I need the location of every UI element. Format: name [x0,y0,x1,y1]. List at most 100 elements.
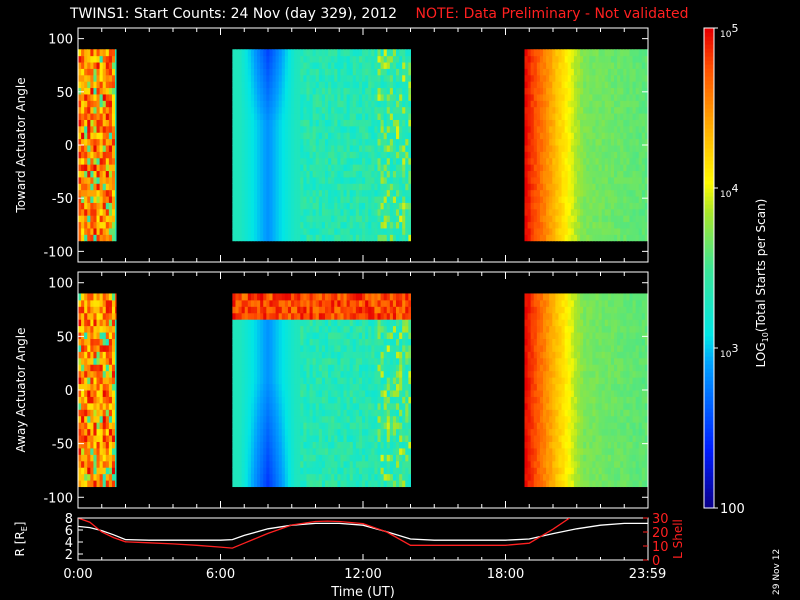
heatmap-cell [358,189,363,197]
heatmap-cell [84,87,88,95]
heatmap-cell [306,55,311,63]
heatmap-cell [604,113,609,120]
heatmap-cell [93,319,98,327]
heatmap-cell [564,100,569,108]
heatmap-cell [96,306,101,314]
heatmap-cell [315,428,320,436]
heatmap-cell [244,415,249,423]
heatmap-cell [383,145,388,152]
heatmap-cell [564,234,569,242]
heatmap-cell [343,332,348,340]
heatmap-cell [105,402,110,410]
heatmap-cell [281,338,286,346]
heatmap-cell [260,467,264,475]
heatmap-cell [617,196,621,203]
heatmap-cell [573,93,578,101]
heatmap-cell [331,183,335,191]
heatmap-cell [343,100,348,108]
heatmap-cell [284,435,289,442]
heatmap-cell [281,68,286,76]
heatmap-cell [552,227,556,235]
heatmap-cell [539,119,544,127]
heatmap-cell [610,81,615,89]
heatmap-cell [287,81,292,89]
heatmap-cell [312,221,317,229]
heatmap-cell [536,68,541,76]
heatmap-cells [78,293,649,488]
heatmap-cell [247,338,252,346]
heatmap-cell [389,100,394,108]
heatmap-cell [315,293,320,301]
heatmap-cell [325,202,329,210]
heatmap-cell [555,151,559,159]
heatmap-cell [325,81,329,89]
heatmap-cell [629,164,634,172]
heatmap-cell [340,100,345,108]
heatmap-cell [244,435,249,442]
heatmap-cell [263,364,267,372]
heatmap-cell [241,467,246,475]
heatmap-cell [294,145,298,152]
heatmap-cell [287,196,292,203]
heatmap-cell [586,81,590,89]
heatmap-cell [331,157,335,165]
heatmap-cell [399,227,403,235]
heatmap-cell [530,202,535,210]
heatmap-cell [321,415,326,423]
heatmap-cell [617,227,621,235]
heatmap-cell [287,183,292,191]
heatmap-cell [294,208,298,216]
heatmap-cell [620,151,624,159]
heatmap-cell [96,176,101,184]
heatmap-cell [269,138,274,146]
heatmap-cell [346,338,351,346]
heatmap-cell [334,81,338,89]
heatmap-cell [527,62,532,69]
heatmap-cell [284,55,289,63]
heatmap-cell [617,74,621,82]
heatmap-cell [576,164,581,172]
heatmap-cell [580,170,584,178]
heatmap-cell [549,170,553,178]
heatmap-cell [334,138,338,146]
heatmap-cell [368,176,372,184]
heatmap-cell [111,196,116,203]
heatmap-cell [349,221,354,229]
heatmap-cell [300,215,304,223]
heatmap-cell [105,357,110,365]
heatmap-cell [620,132,624,140]
heatmap-cell [564,55,569,63]
heatmap-cell [617,208,621,216]
heatmap-cell [260,68,264,76]
heatmap-cell [260,415,264,423]
heatmap-cell [638,215,643,223]
heatmap-cell [374,164,378,172]
heatmap-cell [111,299,116,307]
heatmap-cell [284,49,289,57]
heatmap-cell [232,183,236,191]
heatmap-cell [392,138,397,146]
heatmap-cell [580,132,584,140]
heatmap-cell [358,151,363,159]
heatmap-cell [232,415,236,423]
heatmap-cell [386,234,391,242]
heatmap-cell [300,409,304,417]
heatmap-cell [281,176,286,184]
heatmap-cell [592,68,597,76]
heatmap-cell [297,68,301,76]
heatmap-cell [536,227,541,235]
heatmap-cell [115,460,117,468]
heatmap-cell [530,145,535,152]
heatmap-cell [589,100,593,108]
heatmap-cell [527,125,532,133]
heatmap-cell [108,293,113,301]
heatmap-cell [321,306,326,314]
heatmap-cell [253,319,258,327]
heatmap-cell [275,74,280,82]
heatmap-cell [315,151,320,159]
heatmap-cell [291,49,295,57]
heatmap-cell [546,68,550,76]
heatmap-cell [377,138,382,146]
heatmap-cell [257,402,261,410]
heatmap-cell [315,81,320,89]
